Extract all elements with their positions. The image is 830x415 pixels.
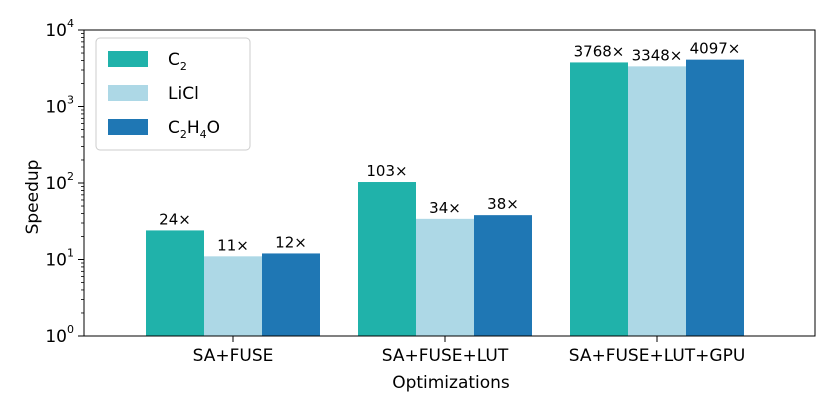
plot-frame xyxy=(83,29,816,337)
data-label-c2-2: 3768× xyxy=(574,42,625,60)
x-tick-label-0: SA+FUSE xyxy=(193,346,274,366)
legend-swatch-c2 xyxy=(108,51,148,67)
data-label-c2-0: 24× xyxy=(159,210,191,228)
bar-licl-2 xyxy=(628,66,686,336)
data-label-c2h4o-0: 12× xyxy=(275,233,307,251)
x-tick-label-2: SA+FUSE+LUT+GPU xyxy=(569,346,746,366)
y-tick-label-3: 103 xyxy=(45,94,74,118)
bar-c2h4o-2 xyxy=(686,59,744,336)
y-axis-title: Speedup xyxy=(23,160,43,235)
y-tick-label-1: 101 xyxy=(45,247,74,271)
bar-licl-0 xyxy=(204,256,262,336)
data-label-licl-2: 3348× xyxy=(632,46,683,64)
bar-c2-2 xyxy=(570,62,628,336)
legend-swatch-licl xyxy=(108,85,148,101)
bar-c2h4o-1 xyxy=(474,215,532,336)
legend-label-c2h4o: C2H4O xyxy=(168,118,220,141)
data-label-c2h4o-1: 38× xyxy=(487,195,519,213)
legend-label-c2: C2 xyxy=(168,50,187,73)
bar-licl-1 xyxy=(416,218,474,336)
data-label-c2-1: 103× xyxy=(366,162,407,180)
data-label-licl-1: 34× xyxy=(429,199,461,217)
legend-swatch-c2h4o xyxy=(108,119,148,135)
data-label-licl-0: 11× xyxy=(217,236,249,254)
bar-c2-0 xyxy=(146,230,204,336)
x-tick-label-1: SA+FUSE+LUT xyxy=(382,346,509,366)
legend: C2 LiCl C2H4O xyxy=(95,37,251,151)
bar-c2h4o-0 xyxy=(262,253,320,336)
x-axis-title: Optimizations xyxy=(392,373,510,393)
y-tick-label-0: 100 xyxy=(45,323,74,347)
bar-c2-1 xyxy=(358,182,416,336)
legend-label-licl: LiCl xyxy=(168,84,199,104)
y-tick-label-2: 102 xyxy=(45,170,74,194)
data-label-c2h4o-2: 4097× xyxy=(690,40,741,58)
y-tick-label-4: 104 xyxy=(45,17,74,41)
